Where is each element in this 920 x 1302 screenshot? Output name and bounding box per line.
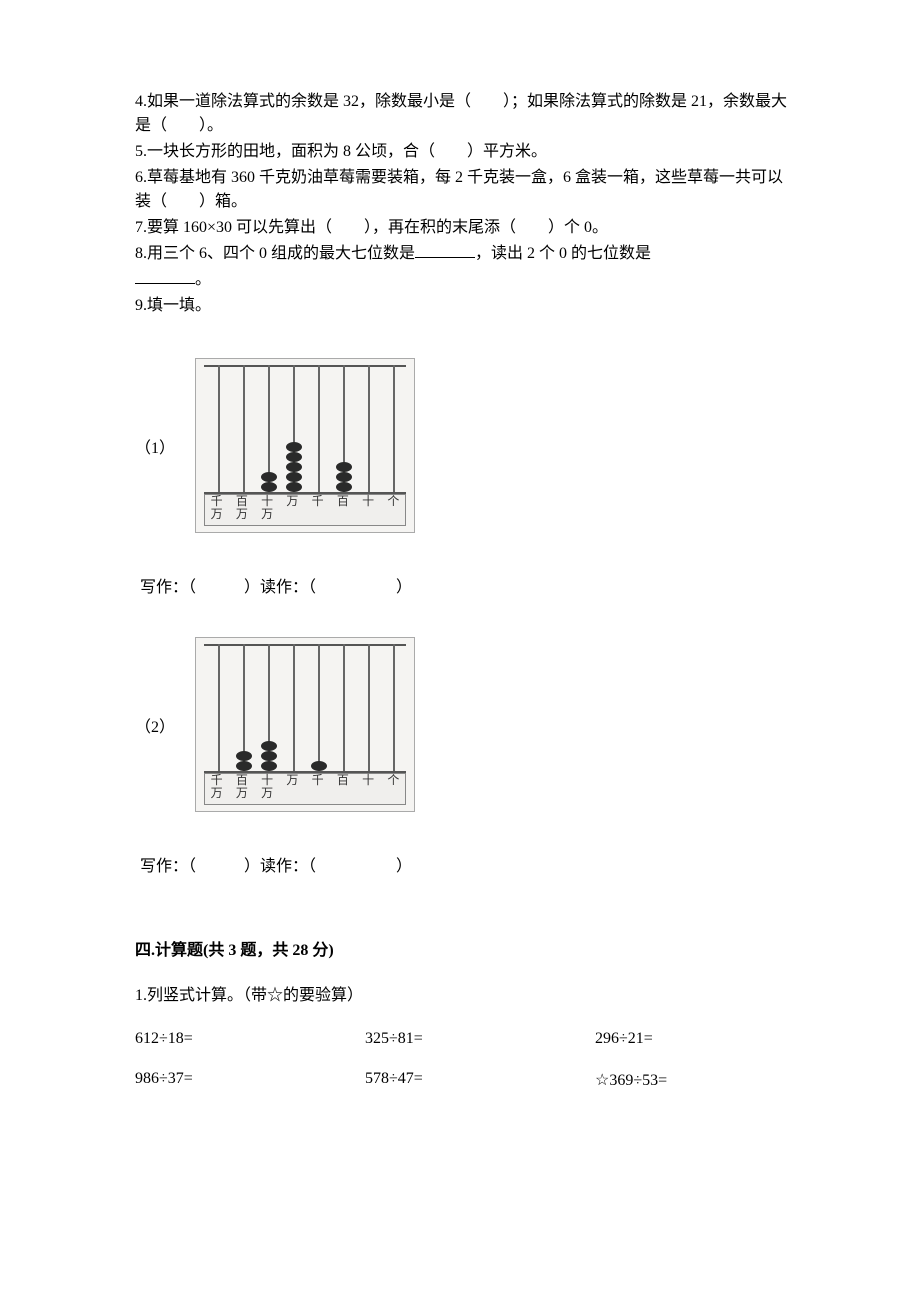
abacus-top-bar	[204, 365, 406, 367]
abacus-place-label: 十	[356, 494, 381, 526]
abacus-rod	[318, 365, 320, 492]
abacus-bead	[336, 482, 352, 492]
calc-intro: 1.列竖式计算。（带☆的要验算）	[135, 984, 795, 1008]
question-5: 5.一块长方形的田地，面积为 8 公顷，合（ ）平方米。	[135, 140, 795, 164]
abacus-labels: 千万百万十万万千百十个	[204, 494, 406, 526]
abacus-rod	[393, 365, 395, 492]
abacus-bead	[286, 462, 302, 472]
abacus-2-row: （2） 千万百万十万万千百十个	[135, 637, 795, 812]
abacus-2-num: （2）	[135, 713, 175, 737]
abacus-place-label: 个	[381, 773, 406, 805]
abacus-bead	[261, 741, 277, 751]
abacus-place-label: 百万	[229, 494, 254, 526]
abacus-bead	[286, 452, 302, 462]
abacus-2: 千万百万十万万千百十个	[195, 637, 415, 812]
abacus-bead	[336, 472, 352, 482]
abacus-bead	[236, 761, 252, 771]
question-6: 6.草莓基地有 360 千克奶油草莓需要装箱，每 2 千克装一盒，6 盒装一箱，…	[135, 166, 795, 214]
abacus-rod	[293, 644, 295, 771]
question-4: 4.如果一道除法算式的余数是 32，除数最小是（ ）；如果除法算式的除数是 21…	[135, 90, 795, 138]
section-4-title: 四.计算题(共 3 题，共 28 分)	[135, 936, 795, 960]
abacus-place-label: 万	[280, 494, 305, 526]
abacus-bead	[261, 761, 277, 771]
abacus-bead	[311, 761, 327, 771]
abacus-bead	[261, 482, 277, 492]
abacus-bead	[286, 482, 302, 492]
calc-cell: 296÷21=	[595, 1030, 795, 1048]
abacus-place-label: 千	[305, 773, 330, 805]
abacus-rod	[343, 644, 345, 771]
abacus-1-num: （1）	[135, 434, 175, 458]
calc-cell: ☆369÷53=	[595, 1070, 795, 1090]
abacus-rod	[218, 644, 220, 771]
calc-cell: 612÷18=	[135, 1030, 365, 1048]
abacus-place-label: 十万	[255, 494, 280, 526]
q8-part-a: 8.用三个 6、四个 0 组成的最大七位数是	[135, 245, 415, 262]
question-9: 9.填一填。	[135, 294, 795, 318]
abacus-bead	[261, 472, 277, 482]
abacus-bead	[261, 751, 277, 761]
abacus-place-label: 千	[305, 494, 330, 526]
abacus-place-label: 百	[330, 773, 355, 805]
q8-part-b: ，读出 2 个 0 的七位数是	[475, 245, 651, 262]
abacus-place-label: 十万	[255, 773, 280, 805]
blank-underline	[415, 242, 475, 258]
abacus-rod	[318, 644, 320, 771]
abacus-top-bar	[204, 644, 406, 646]
q8-end: 。	[195, 271, 211, 288]
question-7: 7.要算 160×30 可以先算出（ ），再在积的末尾添（ ）个 0。	[135, 216, 795, 240]
blank-underline	[135, 268, 195, 284]
write-read-1: 写作：（ ）读作：（ ）	[140, 573, 795, 597]
abacus-place-label: 千万	[204, 494, 229, 526]
calc-cell: 325÷81=	[365, 1030, 595, 1048]
abacus-bead	[236, 751, 252, 761]
abacus-bead	[286, 472, 302, 482]
abacus-rod	[368, 365, 370, 492]
calc-row: 612÷18=325÷81=296÷21=	[135, 1030, 795, 1048]
question-8-line2: 。	[135, 268, 795, 292]
abacus-rod	[368, 644, 370, 771]
calc-rows-container: 612÷18=325÷81=296÷21= 986÷37=578÷47=☆369÷…	[135, 1030, 795, 1090]
abacus-place-label: 个	[381, 494, 406, 526]
abacus-bead	[336, 462, 352, 472]
write-read-2: 写作：（ ）读作：（ ）	[140, 852, 795, 876]
abacus-place-label: 万	[280, 773, 305, 805]
calc-cell: 578÷47=	[365, 1070, 595, 1090]
abacus-rod	[218, 365, 220, 492]
abacus-rod	[243, 365, 245, 492]
abacus-place-label: 千万	[204, 773, 229, 805]
abacus-rod	[393, 644, 395, 771]
calc-row: 986÷37=578÷47=☆369÷53=	[135, 1070, 795, 1090]
abacus-bead	[286, 442, 302, 452]
abacus-1: 千万百万十万万千百十个	[195, 358, 415, 533]
question-8: 8.用三个 6、四个 0 组成的最大七位数是 ，读出 2 个 0 的七位数是	[135, 242, 795, 266]
calc-cell: 986÷37=	[135, 1070, 365, 1090]
abacus-labels: 千万百万十万万千百十个	[204, 773, 406, 805]
abacus-place-label: 十	[356, 773, 381, 805]
abacus-place-label: 百	[330, 494, 355, 526]
abacus-place-label: 百万	[229, 773, 254, 805]
abacus-1-row: （1） 千万百万十万万千百十个	[135, 358, 795, 533]
